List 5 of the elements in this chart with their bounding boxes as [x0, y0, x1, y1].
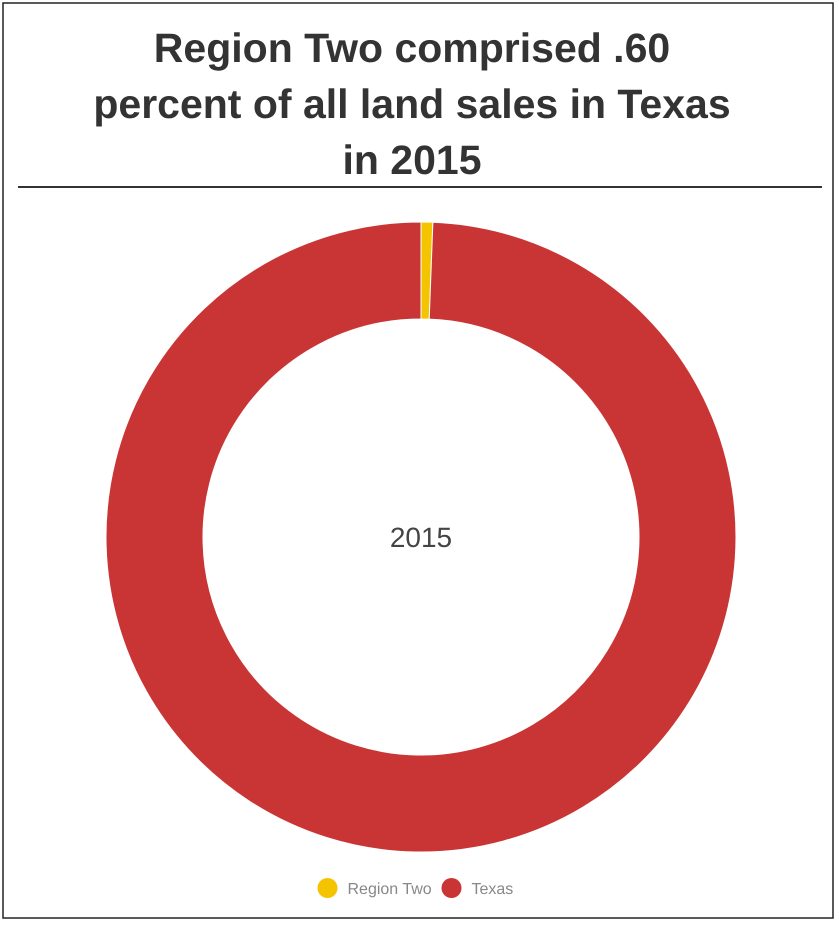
text: 2015 [390, 522, 452, 553]
donut-slice [106, 222, 736, 852]
legend-label: Texas [472, 881, 514, 898]
chart-title: Region Two comprised .60 percent of all land sales in Texas in 2015 [93, 25, 731, 183]
legend-label: Region Two [348, 881, 432, 898]
